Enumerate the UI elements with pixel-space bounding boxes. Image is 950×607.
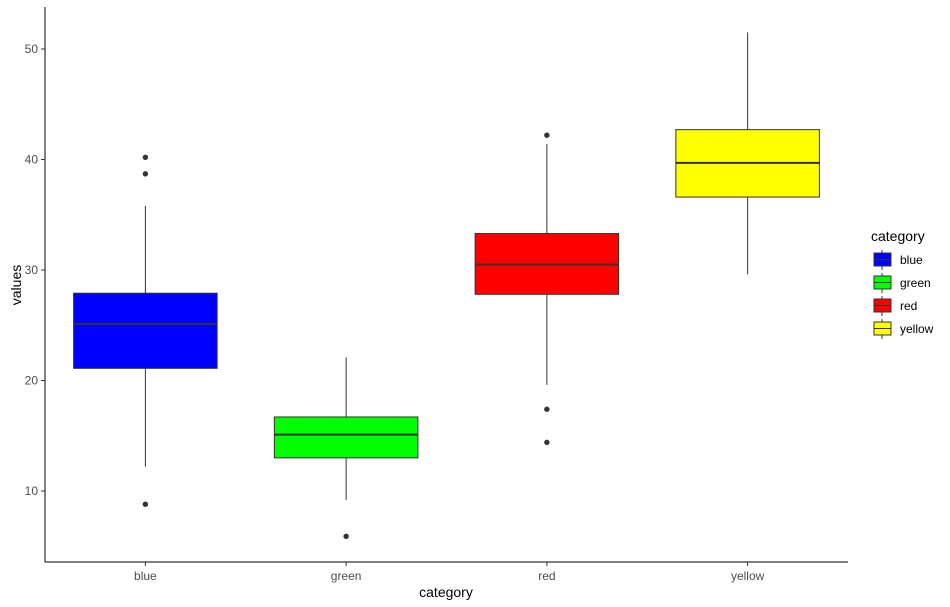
outlier-red [544,132,550,138]
legend-label-green: green [900,276,931,290]
y-tick-label: 10 [25,484,39,498]
axes: 10 20 30 40 50 blue green red yellow category v… [8,7,848,600]
y-axis-title: values [8,265,24,305]
legend-item-red: red [873,296,917,316]
outlier-red [544,406,550,412]
y-tick-label: 40 [25,153,39,167]
box-yellow [675,32,820,275]
legend-title: category [871,228,925,244]
y-tick-label: 20 [25,374,39,388]
legend-item-blue: blue [873,250,923,270]
legend-label-yellow: yellow [900,322,934,336]
outlier-green [343,533,349,540]
legend-item-yellow: yellow [873,319,934,339]
box-body-blue [73,292,218,369]
box-blue [73,154,218,507]
box-red [474,132,620,446]
box-green [273,357,419,540]
x-tick-label: yellow [731,569,765,583]
legend: category blue green red yellow [871,228,934,339]
y-axis-ticks: 10 20 30 40 50 [25,42,45,498]
x-tick-label: blue [134,569,157,583]
x-tick-label: green [331,569,362,583]
outlier-red [544,439,550,446]
outlier-blue [142,501,149,507]
plot-area [73,32,820,540]
x-axis-ticks: blue green red yellow [134,562,765,583]
legend-label-blue: blue [900,253,923,267]
y-tick-label: 50 [25,42,39,56]
outlier-blue [142,154,149,160]
outlier-blue [142,171,149,177]
y-tick-label: 30 [25,263,39,277]
box-body-green [273,416,419,459]
legend-label-red: red [900,299,917,313]
legend-item-green: green [873,273,931,293]
x-tick-label: red [538,569,555,583]
x-axis-title: category [419,584,473,600]
